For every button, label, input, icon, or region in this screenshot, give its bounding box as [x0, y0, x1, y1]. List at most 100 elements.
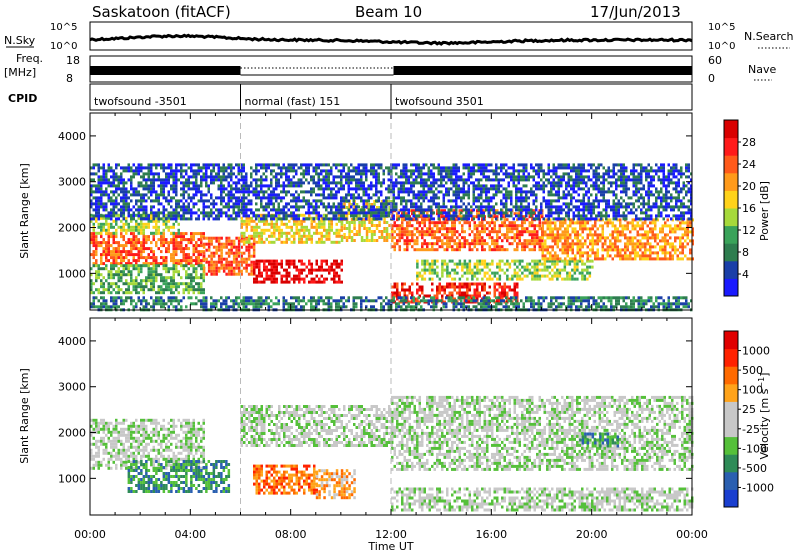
heatmap-cell — [549, 245, 552, 249]
heatmap-cell — [415, 181, 418, 185]
heatmap-cell — [416, 291, 419, 295]
heatmap-cell — [185, 199, 188, 203]
heatmap-cell — [107, 214, 110, 218]
heatmap-cell — [377, 190, 380, 194]
heatmap-cell — [318, 265, 321, 269]
heatmap-cell — [197, 184, 200, 188]
heatmap-cell — [481, 277, 484, 281]
heatmap-cell — [498, 230, 501, 234]
heatmap-cell — [235, 272, 238, 276]
heatmap-cell — [508, 265, 512, 269]
heatmap-cell — [155, 166, 158, 170]
heatmap-cell — [411, 209, 414, 213]
heatmap-cell — [265, 163, 268, 167]
heatmap-cell — [295, 265, 298, 269]
heatmap-cell — [120, 175, 123, 179]
heatmap-cell — [275, 222, 278, 226]
heatmap-cell — [212, 181, 215, 185]
heatmap-cell — [631, 218, 634, 222]
heatmap-cell — [217, 178, 220, 182]
heatmap-cell — [292, 163, 295, 167]
heatmap-cell — [396, 212, 399, 216]
heatmap-cell — [102, 262, 105, 266]
heatmap-cell — [476, 259, 479, 263]
heatmap-cell — [421, 221, 424, 225]
heatmap-cell — [308, 237, 311, 241]
heatmap-cell — [431, 248, 434, 252]
heatmap-cell — [313, 219, 316, 223]
heatmap-cell — [220, 184, 223, 188]
heatmap-cell — [280, 190, 283, 194]
heatmap-cell — [252, 260, 256, 264]
heatmap-cell — [558, 259, 562, 263]
heatmap-cell — [594, 239, 597, 243]
heatmap-cell — [242, 169, 245, 173]
heatmap-cell — [573, 259, 577, 263]
heatmap-cell — [609, 239, 612, 243]
heatmap-cell — [340, 262, 343, 266]
heatmap-cell — [323, 228, 326, 232]
heatmap-cell — [483, 288, 486, 292]
heatmap-cell — [127, 288, 130, 292]
heatmap-cell — [330, 166, 333, 170]
heatmap-cell — [568, 259, 572, 263]
heatmap-cell — [220, 175, 223, 179]
heatmap-cell — [320, 259, 323, 263]
heatmap-cell — [265, 175, 268, 179]
heatmap-cell — [421, 236, 424, 240]
heatmap-cell — [427, 214, 430, 218]
heatmap-cell — [175, 217, 178, 221]
heatmap-cell — [220, 181, 223, 185]
heatmap-cell — [521, 277, 524, 281]
heatmap-cell — [393, 291, 396, 295]
heatmap-cell — [240, 234, 243, 238]
heatmap-cell — [468, 245, 471, 249]
heatmap-cell — [538, 274, 542, 278]
heatmap-cell — [422, 166, 425, 170]
heatmap-cell — [385, 205, 388, 209]
heatmap-cell — [468, 221, 471, 225]
heatmap-cell — [120, 259, 123, 263]
heatmap-cell — [503, 221, 506, 225]
heatmap-cell — [278, 234, 281, 238]
heatmap-cell — [313, 225, 316, 229]
heatmap-cell — [320, 225, 323, 229]
heatmap-cell — [132, 228, 135, 232]
heatmap-cell — [544, 239, 547, 243]
heatmap-cell — [639, 242, 642, 246]
heatmap-cell — [318, 277, 321, 281]
heatmap-cell — [222, 269, 226, 273]
heatmap-cell — [390, 190, 393, 194]
nsearch-tick-top: 10^5 — [708, 22, 735, 33]
heatmap-cell — [165, 282, 168, 286]
heatmap-cell — [110, 282, 113, 286]
heatmap-cell — [503, 282, 506, 286]
heatmap-cell — [107, 193, 110, 197]
heatmap-cell — [140, 193, 143, 197]
heatmap-cell — [639, 239, 642, 243]
heatmap-cell — [453, 227, 456, 231]
heatmap-cell — [185, 285, 188, 289]
heatmap-cell — [187, 238, 190, 242]
heatmap-cell — [210, 202, 213, 206]
heatmap-cell — [461, 224, 464, 228]
heatmap-cell — [235, 260, 238, 264]
heatmap-cell — [405, 181, 408, 185]
heatmap-cell — [125, 219, 128, 223]
heatmap-cell — [130, 217, 133, 221]
heatmap-cell — [120, 232, 123, 236]
heatmap-cell — [626, 254, 629, 258]
heatmap-cell — [634, 245, 637, 249]
heatmap-cell — [287, 178, 290, 182]
heatmap-cell — [135, 253, 138, 257]
heatmap-cell — [255, 234, 258, 238]
heatmap-cell — [115, 196, 118, 200]
heatmap-cell — [377, 163, 380, 167]
heatmap-cell — [297, 217, 300, 221]
heatmap-cell — [257, 214, 260, 218]
heatmap-cell — [202, 245, 206, 249]
heatmap-cell — [423, 221, 426, 225]
heatmap-cell — [681, 245, 684, 249]
heatmap-cell — [102, 282, 105, 286]
heatmap-cell — [518, 233, 521, 237]
